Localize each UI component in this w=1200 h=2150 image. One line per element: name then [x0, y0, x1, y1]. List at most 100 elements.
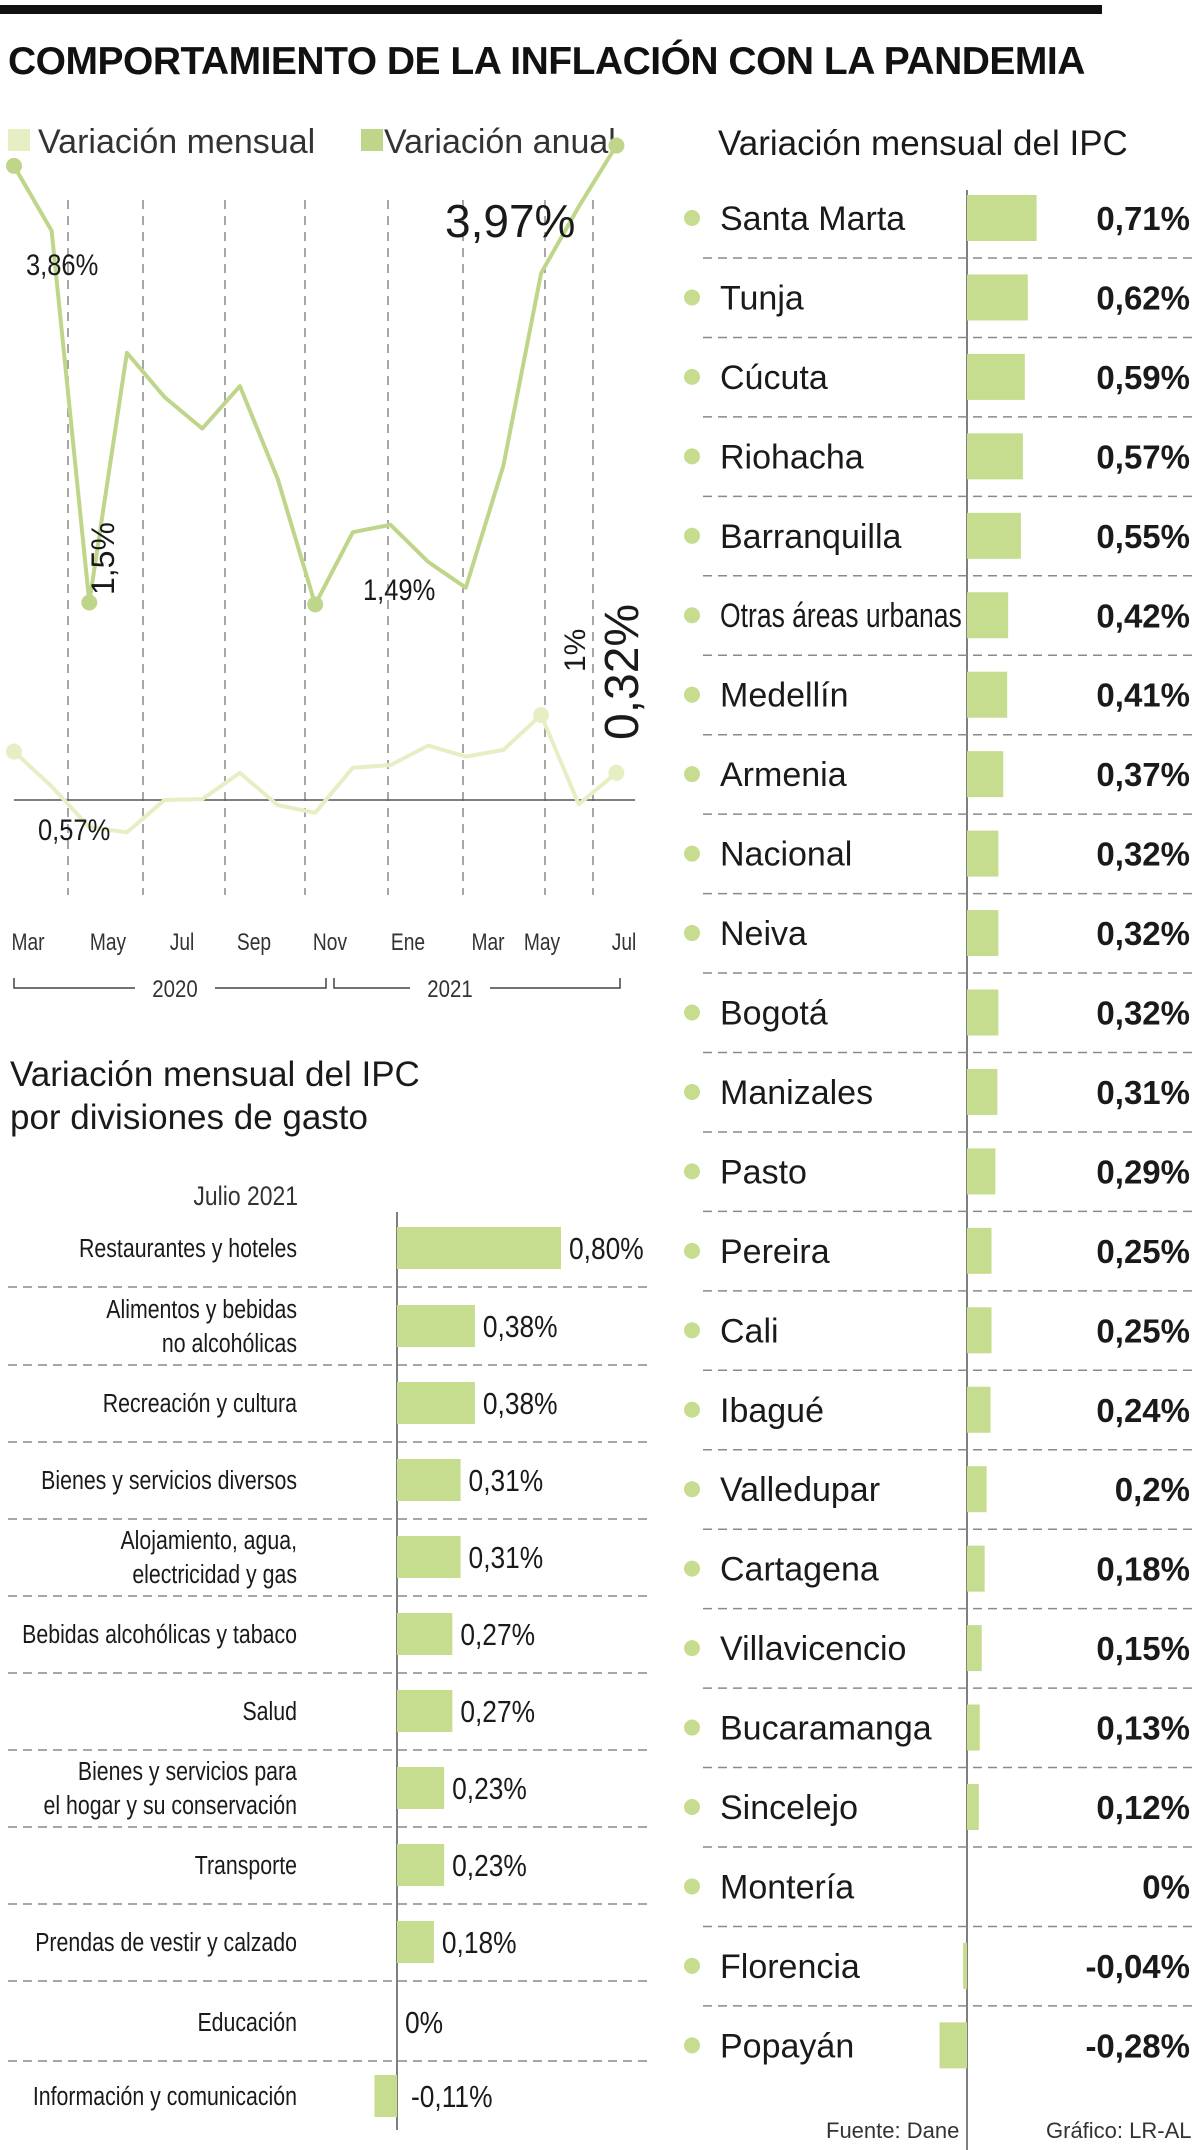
legend-annual-label: Variación anual: [384, 123, 616, 161]
city-value-label: 0,32%: [1096, 915, 1190, 952]
x-tick-label: Mar: [11, 928, 44, 956]
city-value-label: 0,13%: [1096, 1710, 1190, 1747]
city-value-label: 0,41%: [1096, 677, 1190, 714]
divisions-value-label: 0,38%: [483, 1387, 558, 1421]
monthly-series-line: [12, 713, 618, 835]
city-bullet-dot: [684, 1640, 700, 1657]
divisions-value-label: 0,23%: [452, 1772, 527, 1806]
city-bar: [967, 1148, 996, 1195]
divisions-value-label: 0,27%: [460, 1618, 535, 1652]
city-bullet-dot: [684, 2037, 700, 2054]
city-bullet-dot: [684, 1322, 700, 1339]
divisions-category-label: Alojamiento, agua,: [120, 1526, 297, 1556]
divisions-bar: [397, 1921, 434, 1963]
city-bullet-dot: [684, 1481, 700, 1498]
legend-monthly-swatch: [8, 129, 30, 151]
city-bullet-dot: [684, 1878, 700, 1895]
city-bullet-dot: [684, 527, 700, 544]
city-bar: [967, 1545, 985, 1592]
monthly-point-marker: [6, 743, 22, 760]
divisions-value-label: -0,11%: [411, 2080, 492, 2114]
city-name-label: Valledupar: [720, 1471, 880, 1509]
city-bar: [967, 1307, 992, 1354]
divisions-category-label: Restaurantes y hoteles: [79, 1234, 297, 1264]
city-bullet-dot: [684, 1004, 700, 1021]
annotation-monthly-last: 0,32%: [596, 604, 649, 740]
annotation-annual-first: 3,86%: [26, 248, 98, 281]
annotation-monthly-peak: 1%: [559, 629, 592, 672]
city-bar: [967, 274, 1028, 321]
city-bar: [967, 433, 1023, 480]
city-value-label: 0,31%: [1096, 1074, 1190, 1111]
city-value-label: 0,37%: [1096, 756, 1190, 793]
divisions-title-line2: por divisiones de gasto: [10, 1098, 368, 1137]
city-bar: [967, 989, 999, 1036]
top-rule: [0, 5, 1102, 14]
city-bar: [967, 195, 1037, 241]
city-value-label: 0,32%: [1096, 995, 1190, 1032]
divisions-bar: [397, 1459, 461, 1501]
city-name-label: Pereira: [720, 1233, 830, 1271]
x-tick-label: Jul: [612, 928, 637, 956]
city-value-label: 0,18%: [1096, 1551, 1190, 1588]
city-bar: [967, 1227, 992, 1274]
city-bar: [967, 910, 999, 957]
city-bar: [967, 1466, 987, 1513]
x-tick-label: May: [524, 928, 560, 956]
divisions-category-label: Alimentos y bebidas: [106, 1295, 297, 1325]
divisions-category-label: Recreación y cultura: [103, 1389, 298, 1419]
city-bar: [967, 1704, 980, 1751]
city-bullet-dot: [684, 1799, 700, 1815]
city-bar: [967, 1068, 998, 1115]
city-bar: [963, 1942, 967, 1989]
divisions-category-label: electricidad y gas: [132, 1560, 297, 1590]
divisions-category-label: Bienes y servicios para: [78, 1757, 298, 1787]
annotation-annual-min1: 1,5%: [85, 522, 121, 595]
city-value-label: 0,42%: [1096, 597, 1190, 634]
city-bar: [967, 1386, 991, 1433]
city-bar: [967, 671, 1008, 718]
city-name-label: Popayán: [720, 2027, 854, 2065]
annual-point-marker: [307, 596, 324, 613]
page-title: COMPORTAMIENTO DE LA INFLACIÓN CON LA PA…: [8, 40, 1085, 83]
city-bar: [967, 592, 1009, 639]
divisions-bar: [397, 1382, 475, 1424]
city-name-label: Ibagué: [720, 1392, 824, 1430]
city-value-label: 0,2%: [1115, 1471, 1190, 1508]
x-tick-label: May: [90, 928, 126, 956]
annotation-monthly-first: 0,57%: [38, 813, 110, 846]
city-bar: [967, 353, 1025, 400]
divisions-subtitle: Julio 2021: [193, 1181, 298, 1211]
x-tick-label: Mar: [471, 928, 504, 956]
divisions-category-label: el hogar y su conservación: [43, 1791, 297, 1821]
city-name-label: Bucaramanga: [720, 1710, 932, 1748]
divisions-category-label: Bebidas alcohólicas y tabaco: [22, 1620, 297, 1650]
divisions-category-label: Bienes y servicios diversos: [41, 1466, 297, 1496]
credit-note: Gráfico: LR-AL: [1046, 2118, 1192, 2143]
city-name-label: Florencia: [720, 1948, 860, 1986]
city-value-label: 0,71%: [1096, 200, 1190, 237]
city-bar: [967, 751, 1004, 798]
city-bullet-dot: [684, 210, 700, 226]
city-name-label: Cali: [720, 1312, 779, 1350]
city-value-label: 0,62%: [1096, 279, 1190, 316]
city-bar: [939, 2022, 967, 2069]
cities-title: Variación mensual del IPC: [718, 124, 1128, 163]
divisions-bar: [397, 1690, 453, 1732]
city-name-label: Otras áreas urbanas: [720, 597, 962, 635]
city-value-label: 0,55%: [1096, 518, 1190, 555]
divisions-value-label: 0,31%: [469, 1464, 544, 1498]
legend-monthly-label: Variación mensual: [38, 123, 315, 161]
city-name-label: Armenia: [720, 756, 847, 794]
city-name-label: Bogotá: [720, 995, 828, 1033]
city-name-label: Manizales: [720, 1074, 873, 1112]
divisions-value-label: 0,31%: [469, 1541, 544, 1575]
city-bullet-dot: [684, 845, 700, 862]
divisions-category-label: Transporte: [195, 1851, 297, 1881]
divisions-value-label: 0,38%: [483, 1310, 558, 1344]
city-bar: [967, 830, 999, 877]
monthly-point-marker: [608, 764, 625, 781]
divisions-bar: [397, 1844, 445, 1886]
divisions-category-label: no alcohólicas: [162, 1329, 297, 1359]
city-bar: [967, 1784, 979, 1830]
